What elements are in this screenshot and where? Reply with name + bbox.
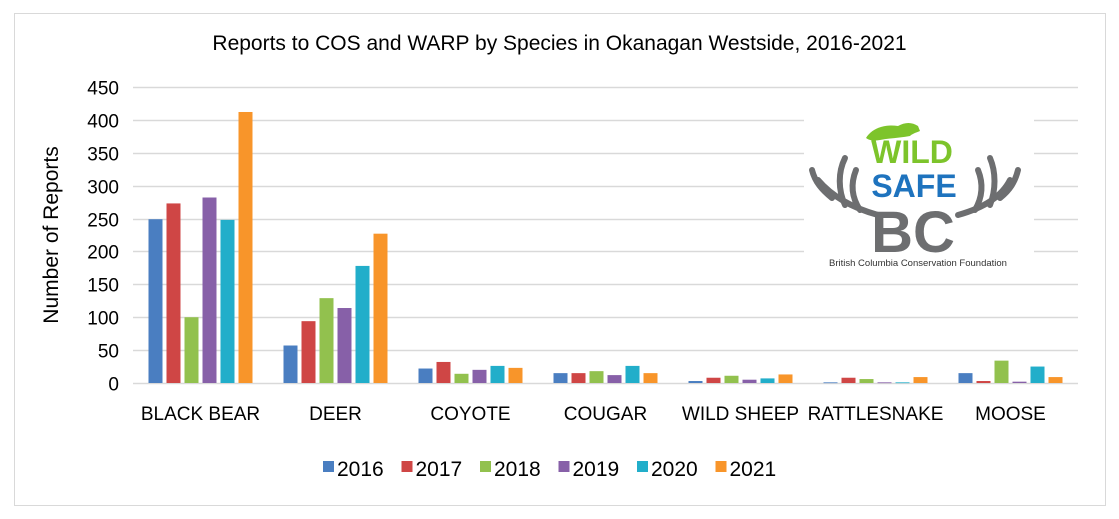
bar-2016-coyote — [418, 368, 433, 383]
bar-2019-coyote — [472, 369, 487, 383]
wildsafebc-logo: WILD SAFE BC British Columbia Conservati… — [804, 112, 1034, 272]
bar-2019-black-bear — [202, 197, 217, 383]
bar-2020-moose — [1030, 366, 1045, 383]
legend-label-2017: 2017 — [416, 458, 463, 481]
bar-2019-rattlesnake — [877, 382, 892, 384]
bar-2017-deer — [301, 321, 316, 383]
bar-2021-wild-sheep — [778, 374, 793, 383]
bar-2020-rattlesnake — [895, 382, 910, 384]
bar-2019-moose — [1012, 381, 1027, 383]
y-tick-label: 350 — [87, 145, 119, 166]
bar-2021-deer — [373, 233, 388, 383]
legend-label-2020: 2020 — [651, 458, 698, 481]
x-category-label: RATTLESNAKE — [808, 404, 944, 425]
legend-label-2021: 2021 — [730, 458, 777, 481]
legend-swatch-2018 — [480, 461, 491, 472]
bar-2018-wild-sheep — [724, 375, 739, 383]
x-category-label: COYOTE — [430, 404, 510, 425]
y-tick-label: 300 — [87, 178, 119, 199]
y-tick-label: 150 — [87, 276, 119, 297]
x-category-label: BLACK BEAR — [141, 404, 260, 425]
y-tick-label: 0 — [108, 375, 119, 396]
bar-2016-cougar — [553, 373, 568, 383]
bar-2018-coyote — [454, 373, 469, 383]
y-tick-label: 450 — [87, 79, 119, 100]
bar-2017-wild-sheep — [706, 377, 721, 383]
bar-2020-coyote — [490, 365, 505, 383]
logo-bc-text: BC — [871, 200, 955, 265]
bar-2020-black-bear — [220, 219, 235, 383]
bar-2020-wild-sheep — [760, 378, 775, 383]
y-tick-label: 200 — [87, 243, 119, 264]
bar-2019-wild-sheep — [742, 379, 757, 383]
y-tick-label: 50 — [98, 342, 119, 363]
bar-2017-rattlesnake — [841, 377, 856, 383]
bar-2018-moose — [994, 360, 1009, 383]
bar-2018-cougar — [589, 371, 604, 383]
legend: 2016 2017 2018 2019 2020 2021 — [323, 458, 776, 481]
logo-caption: British Columbia Conservation Foundation — [829, 258, 1007, 269]
x-category-label: WILD SHEEP — [682, 404, 799, 425]
bar-2017-coyote — [436, 361, 451, 383]
bar-2018-rattlesnake — [859, 379, 874, 383]
x-category-label: DEER — [309, 404, 362, 425]
bar-2017-moose — [976, 381, 991, 383]
legend-label-2016: 2016 — [337, 458, 384, 481]
x-category-label: COUGAR — [564, 404, 647, 425]
bar-2021-cougar — [643, 373, 658, 383]
bar-2016-deer — [283, 345, 298, 383]
y-tick-label: 400 — [87, 112, 119, 133]
legend-swatch-2016 — [323, 461, 334, 472]
y-tick-label: 250 — [87, 211, 119, 232]
bar-2019-deer — [337, 308, 352, 383]
bar-2021-rattlesnake — [913, 377, 928, 383]
bar-2016-moose — [958, 373, 973, 383]
bar-2020-deer — [355, 265, 370, 383]
bar-2021-moose — [1048, 377, 1063, 383]
chart-title: Reports to COS and WARP by Species in Ok… — [212, 32, 907, 55]
bar-2016-black-bear — [148, 219, 163, 383]
logo-wild-text: WILD — [871, 134, 953, 170]
x-category-label: MOOSE — [975, 404, 1046, 425]
bar-2020-cougar — [625, 365, 640, 383]
bar-2019-cougar — [607, 375, 622, 383]
x-axis-categories: BLACK BEAR DEER COYOTE COUGAR WILD SHEEP RATT… — [141, 404, 1046, 425]
y-axis-label: Number of Reports — [40, 146, 63, 323]
cougar-icon — [866, 123, 920, 141]
bar-2017-black-bear — [166, 203, 181, 383]
bar-2016-wild-sheep — [688, 381, 703, 383]
bar-2016-rattlesnake — [823, 382, 838, 384]
legend-swatch-2020 — [637, 461, 648, 472]
antlers-icon — [809, 155, 1021, 218]
y-axis-ticks: 0 50 100 150 200 250 300 350 400 450 — [87, 79, 119, 396]
bar-2021-coyote — [508, 367, 523, 383]
bars — [148, 111, 1063, 384]
y-tick-label: 100 — [87, 309, 119, 330]
bar-2018-black-bear — [184, 317, 199, 383]
legend-label-2018: 2018 — [494, 458, 541, 481]
logo-safe-text: SAFE — [871, 168, 956, 204]
bar-2017-cougar — [571, 373, 586, 383]
legend-label-2019: 2019 — [573, 458, 620, 481]
legend-swatch-2021 — [715, 461, 727, 472]
legend-swatch-2017 — [401, 461, 413, 472]
legend-swatch-2019 — [558, 461, 570, 472]
bar-2018-deer — [319, 298, 334, 383]
bar-2021-black-bear — [238, 111, 253, 384]
